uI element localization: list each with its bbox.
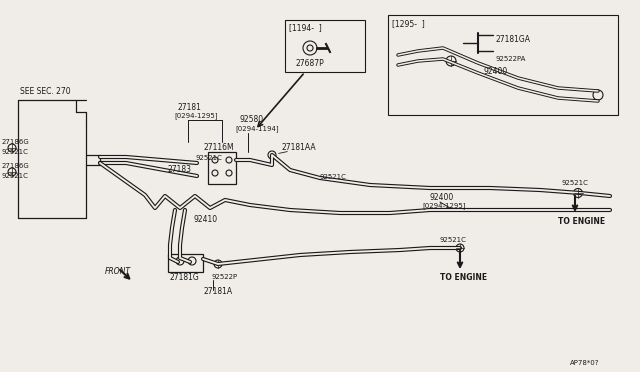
- Circle shape: [176, 257, 184, 265]
- Text: 92521C: 92521C: [2, 149, 29, 155]
- Text: 92521C: 92521C: [196, 155, 223, 161]
- Circle shape: [212, 157, 218, 163]
- Bar: [168, 254, 203, 272]
- Text: 92410: 92410: [193, 215, 217, 224]
- Circle shape: [226, 170, 232, 176]
- Text: 92522P: 92522P: [212, 274, 238, 280]
- Text: 92580: 92580: [240, 115, 264, 125]
- Text: 92521C: 92521C: [440, 237, 467, 243]
- Circle shape: [226, 157, 232, 163]
- Text: SEE SEC. 270: SEE SEC. 270: [20, 87, 70, 96]
- Circle shape: [307, 45, 313, 51]
- Bar: [285, 20, 365, 72]
- Text: 92521C: 92521C: [2, 173, 29, 179]
- Circle shape: [8, 168, 16, 176]
- Text: 27183: 27183: [168, 166, 192, 174]
- Text: 27181GA: 27181GA: [495, 35, 530, 44]
- Circle shape: [446, 56, 456, 66]
- Bar: [208, 152, 236, 184]
- Text: 27186G: 27186G: [2, 139, 29, 145]
- Text: [0294-1295]: [0294-1295]: [422, 203, 465, 209]
- Bar: [388, 15, 618, 115]
- Text: 27687P: 27687P: [295, 60, 324, 68]
- Circle shape: [268, 151, 276, 159]
- Circle shape: [303, 41, 317, 55]
- Circle shape: [8, 144, 16, 152]
- Text: 92521C: 92521C: [320, 174, 347, 180]
- Text: [0294-1194]: [0294-1194]: [235, 126, 278, 132]
- Circle shape: [456, 244, 464, 252]
- Circle shape: [214, 260, 222, 268]
- Text: [1194-  ]: [1194- ]: [289, 23, 322, 32]
- Text: 92522PA: 92522PA: [495, 56, 525, 62]
- Text: 27186G: 27186G: [2, 163, 29, 169]
- Text: 92521C: 92521C: [562, 180, 589, 186]
- Text: [1295-  ]: [1295- ]: [392, 19, 425, 29]
- Text: 27181: 27181: [178, 103, 202, 112]
- Text: 92400: 92400: [430, 192, 454, 202]
- Text: 27116M: 27116M: [204, 144, 235, 153]
- Text: AP78*0?: AP78*0?: [570, 360, 600, 366]
- Text: 27181AA: 27181AA: [282, 144, 317, 153]
- Text: TO ENGINE: TO ENGINE: [558, 218, 605, 227]
- Circle shape: [573, 189, 582, 198]
- Circle shape: [212, 170, 218, 176]
- Circle shape: [188, 257, 196, 265]
- Text: 27181G: 27181G: [170, 273, 200, 282]
- Text: [0294-1295]: [0294-1295]: [174, 113, 218, 119]
- Circle shape: [593, 90, 603, 100]
- Text: 92400: 92400: [483, 67, 508, 76]
- Text: FRONT: FRONT: [105, 267, 131, 276]
- Text: 27181A: 27181A: [203, 288, 232, 296]
- Text: TO ENGINE: TO ENGINE: [440, 273, 487, 282]
